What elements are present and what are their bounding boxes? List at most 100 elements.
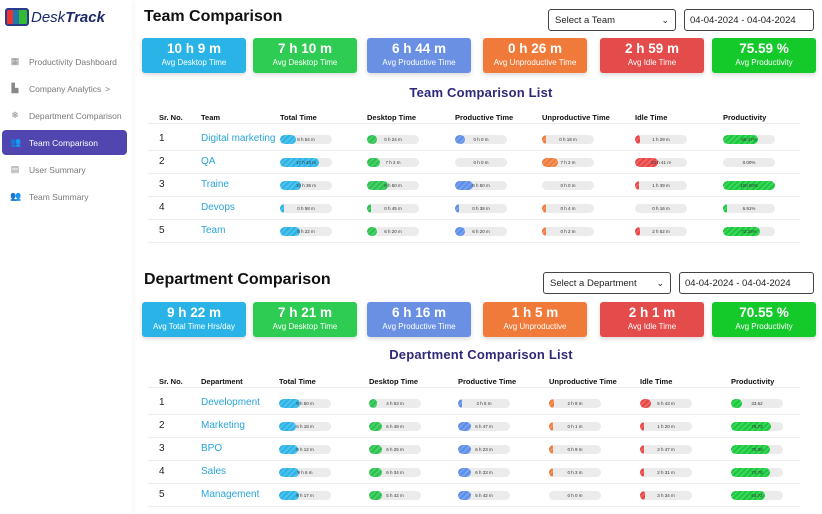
- group-icon: 👥: [10, 191, 22, 201]
- total-value: 8 h 54 m: [297, 137, 315, 142]
- team-section-title: Team Comparison: [144, 8, 283, 25]
- row-divider: [148, 242, 800, 243]
- total-value: 9 h 12 m: [296, 447, 314, 452]
- total-bar-fill: [280, 135, 296, 144]
- idle-progress-bar: 10 h 41 m: [635, 158, 687, 167]
- productive-value: 5 h 42 m: [475, 493, 493, 498]
- idle-bar-fill: [635, 181, 640, 190]
- unproductive-value: 0 h 1 m: [567, 424, 583, 429]
- unproductive-value: 0 h 2 m: [560, 229, 576, 234]
- logo-mark-icon: [5, 8, 29, 26]
- unproductive-progress-bar: 2 h 8 m: [549, 399, 601, 408]
- desktrack-logo[interactable]: DeskTrack: [5, 8, 105, 26]
- idle-value: 2 h 52 m: [652, 229, 670, 234]
- dept-select-value: Select a Department: [550, 277, 637, 289]
- dept-name-link[interactable]: Development: [201, 397, 260, 408]
- sidebar-item-company-analytics[interactable]: ▙ Company Analytics >: [2, 76, 127, 101]
- stat-card-productive: 6 h 44 m Avg Productive Time: [367, 38, 471, 73]
- dept-name-link[interactable]: Marketing: [201, 420, 245, 431]
- stat-value: 0 h 26 m: [507, 41, 563, 56]
- unproductive-value: 2 h 8 m: [567, 401, 583, 406]
- unproductive-progress-bar: 7 h 2 m: [542, 158, 594, 167]
- productive-progress-bar: 0 h 0 m: [455, 158, 507, 167]
- dept-select[interactable]: Select a Department ⌄: [543, 272, 671, 294]
- productive-value: 6 h 33 m: [475, 470, 493, 475]
- stat-value: 1 h 5 m: [511, 305, 559, 320]
- row-divider: [148, 460, 800, 461]
- stat-label: Avg Productive Time: [382, 58, 456, 67]
- desktop-bar-fill: [367, 204, 372, 213]
- team-date-range-input[interactable]: 04-04-2024 - 04-04-2024: [684, 9, 814, 31]
- chevron-down-icon: ⌄: [661, 14, 669, 25]
- column-header: Total Time: [279, 377, 316, 386]
- desktop-progress-bar: 6 h 25 m: [369, 445, 421, 454]
- desktop-bar-fill: [367, 135, 378, 144]
- idle-progress-bar: 3 h 34 m: [640, 491, 692, 500]
- sidebar-item-productivity-dashboard[interactable]: ▦ Productivity Dashboard: [2, 49, 127, 74]
- team-name-link[interactable]: Team: [201, 225, 226, 236]
- team-name-link[interactable]: Digital marketing: [201, 133, 276, 144]
- productive-progress-bar: 6 h 47 m: [458, 422, 510, 431]
- chevron-right-icon: >: [105, 83, 111, 94]
- desktop-value: 6 h 48 m: [386, 424, 404, 429]
- stat-value: 7 h 21 m: [277, 305, 333, 320]
- total-progress-bar: 9 h 17 m: [279, 491, 331, 500]
- productive-progress-bar: 6 h 20 m: [455, 227, 507, 236]
- idle-bar-fill: [635, 135, 641, 144]
- productivity-progress-bar: 6.91%: [723, 204, 775, 213]
- total-progress-bar: 9 h 6 m: [279, 468, 331, 477]
- row-number: 3: [159, 179, 165, 190]
- total-progress-bar: 8 h 54 m: [280, 135, 332, 144]
- stat-value: 9 h 22 m: [166, 305, 222, 320]
- dept-name-link[interactable]: Sales: [201, 466, 227, 477]
- unproductive-bar-fill: [549, 399, 555, 408]
- idle-value: 2 h 31 m: [657, 470, 675, 475]
- sidebar-item-team-summary[interactable]: 👥 Team Summary: [2, 184, 127, 209]
- unproductive-value: 0 h 9 m: [567, 447, 583, 452]
- document-icon: ▤: [10, 164, 20, 174]
- total-value: 9 h 50 m: [296, 401, 314, 406]
- column-header: Team: [201, 113, 221, 122]
- stat-value: 6 h 44 m: [391, 41, 447, 56]
- dept-date-range-input[interactable]: 04-04-2024 - 04-04-2024: [679, 272, 814, 294]
- unproductive-bar-fill: [549, 445, 554, 454]
- desktop-value: 6 h 25 m: [386, 447, 404, 452]
- desktop-progress-bar: 6 h 20 m: [367, 227, 419, 236]
- team-name-link[interactable]: Traine: [201, 179, 229, 190]
- team-select[interactable]: Select a Team ⌄: [548, 9, 676, 31]
- unproductive-value: 7 h 2 m: [560, 160, 576, 165]
- stat-value: 2 h 59 m: [624, 41, 680, 56]
- dept-section-title: Department Comparison: [144, 271, 331, 288]
- team-name-link[interactable]: QA: [201, 156, 216, 167]
- productive-value: 0 h 0 m: [473, 160, 489, 165]
- productivity-progress-bar: 72.25%: [723, 227, 775, 236]
- dept-name-link[interactable]: Management: [201, 489, 260, 500]
- row-divider: [148, 173, 800, 174]
- desktop-value: 6 h 34 m: [386, 470, 404, 475]
- sidebar-item-user-summary[interactable]: ▤ User Summary: [2, 157, 127, 182]
- stat-value: 2 h 1 m: [628, 305, 676, 320]
- dept-list-title: Department Comparison List: [389, 347, 573, 362]
- idle-value: 2 h 47 m: [657, 447, 675, 452]
- sidebar: DeskTrack ▦ Productivity Dashboard ▙ Com…: [0, 0, 132, 514]
- sidebar-item-department-comparison[interactable]: ❄ Department Comparison: [2, 103, 127, 128]
- row-divider: [148, 219, 800, 220]
- idle-bar-fill: [640, 399, 652, 408]
- row-divider: [148, 196, 800, 197]
- column-header: Sr. No.: [159, 113, 183, 122]
- dept-name-link[interactable]: BPO: [201, 443, 223, 454]
- productive-progress-bar: 2 h 5 m: [458, 399, 510, 408]
- stat-card-total: 10 h 9 m Avg Desktop Time: [142, 38, 246, 73]
- sidebar-item-team-comparison[interactable]: 👥 Team Comparison: [2, 130, 127, 155]
- productive-progress-bar: 0 h 0 m: [455, 135, 507, 144]
- column-header: Productive Time: [455, 113, 514, 122]
- chevron-down-icon: ⌄: [656, 277, 664, 288]
- sidebar-item-label: Productivity Dashboard: [29, 56, 117, 67]
- productivity-value: 65.47%: [741, 137, 757, 142]
- productive-value: 0 h 38 m: [472, 206, 490, 211]
- total-value: 10 h 36 m: [295, 183, 316, 188]
- team-name-link[interactable]: Devops: [201, 202, 235, 213]
- stat-label: Avg Idle Time: [627, 322, 677, 331]
- idle-bar-fill: [640, 422, 645, 431]
- productivity-progress-bar: 33.62: [731, 399, 783, 408]
